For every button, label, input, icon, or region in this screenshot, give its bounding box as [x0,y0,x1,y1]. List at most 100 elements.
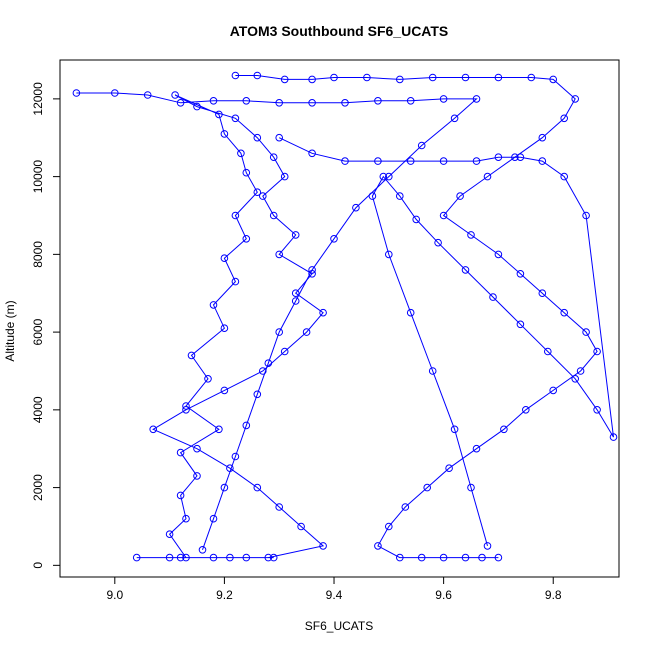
data-point [396,553,404,562]
data-point [571,95,580,103]
data-point [171,91,179,99]
data-point [132,553,141,562]
data-point [516,153,525,161]
data-point [500,425,508,434]
data-point [494,153,503,161]
data-point [182,402,190,410]
data-point [527,73,536,82]
data-point [280,75,289,84]
data-point [209,97,218,105]
data-point [412,215,421,224]
data-point [456,192,464,200]
x-axis: 9.0 9.2 9.4 9.6 9.8 [106,576,562,602]
series-3-line [278,137,614,547]
data-point [182,514,190,523]
data-point [549,75,558,84]
data-point [494,73,503,82]
x-axis-label: SF6_UCATS [305,619,373,633]
data-point [275,133,284,142]
data-point [231,277,240,286]
data-point [549,386,558,395]
data-point [428,367,437,375]
y-tick-label: 10000 [31,160,45,194]
data-point [193,102,201,111]
data-point [220,130,229,138]
data-point [193,472,201,480]
x-tick-label: 9.8 [545,588,562,602]
data-point [406,308,415,317]
data-point [242,421,251,430]
data-point [176,99,185,107]
data-point [242,553,251,562]
data-point [242,168,251,177]
data-point [269,153,278,161]
data-point [401,503,410,511]
data-point [280,172,289,181]
data-point [609,433,618,441]
data-point [143,91,152,99]
series-2 [231,71,601,562]
data-point [467,483,475,492]
data-point [280,347,289,356]
data-point [330,73,338,82]
data-point [215,425,223,434]
data-point [489,293,497,301]
series-1-line [136,94,325,559]
data-point [385,522,393,531]
data-point [187,351,196,360]
data-point [439,211,448,220]
data-point [319,542,327,550]
data-point [275,250,284,259]
data-point [275,328,284,336]
y-axis: 0 2000 4000 6000 8000 10000 12000 [31,82,61,569]
data-point [472,444,481,453]
data-point [406,157,415,165]
plot-frame [59,59,620,578]
series-4-line [76,92,478,550]
data-point [560,114,569,123]
data-point [352,203,360,212]
chart-title: ATOM3 Southbound SF6_UCATS [230,23,449,39]
data-point [176,491,185,500]
series-4 [72,89,481,554]
data-point [291,231,300,239]
data-point [176,448,185,457]
data-point [253,133,262,142]
data-point [483,542,492,550]
data-point [406,97,415,105]
data-point [434,238,442,247]
data-point [423,483,432,492]
x-tick-label: 9.0 [106,588,123,602]
data-point [291,289,300,298]
data-point [461,266,470,274]
data-point [516,320,525,329]
series-2-line [235,75,598,559]
y-axis-label: Altitude (m) [3,300,17,361]
data-point [308,99,316,107]
y-tick-label: 2000 [31,474,45,501]
data-point [209,301,218,309]
data-point [275,99,284,107]
data-point [308,149,316,158]
data-point [253,483,262,492]
data-point [417,553,426,562]
data-point [253,390,262,399]
data-point [302,328,311,336]
data-point [242,97,251,105]
data-point [220,254,229,263]
data-point [494,250,503,259]
data-point [472,157,481,165]
data-point [363,73,371,82]
data-point [439,157,448,165]
data-point [576,367,585,375]
y-tick-label: 0 [31,562,45,569]
data-point [308,75,316,84]
y-tick-label: 6000 [31,318,45,345]
data-point [259,367,267,375]
data-point [220,324,229,333]
series-1 [132,91,327,562]
data-point [478,553,486,562]
data-point [231,452,240,461]
data-point [582,211,590,220]
data-point [209,553,218,562]
